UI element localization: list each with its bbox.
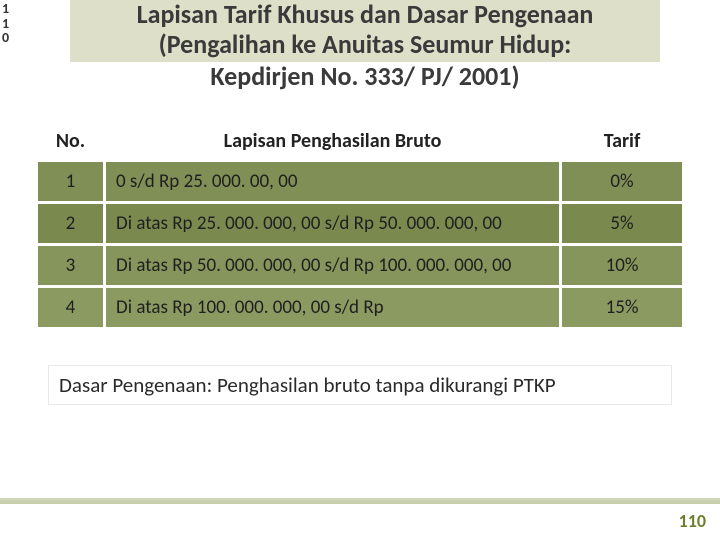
- cell-no: 3: [38, 246, 103, 285]
- cell-desc: Di atas Rp 50. 000. 000, 00 s/d Rp 100. …: [106, 246, 559, 285]
- cell-desc: 0 s/d Rp 25. 000. 00, 00: [106, 162, 559, 201]
- cell-tarif: 5%: [562, 204, 682, 243]
- cell-no: 1: [38, 162, 103, 201]
- cell-no: 2: [38, 204, 103, 243]
- cell-desc: Di atas Rp 100. 000. 000, 00 s/d Rp: [106, 288, 559, 327]
- cell-no: 4: [38, 288, 103, 327]
- cell-desc: Di atas Rp 25. 000. 000, 00 s/d Rp 50. 0…: [106, 204, 559, 243]
- table-row: 1 0 s/d Rp 25. 000. 00, 00 0%: [38, 162, 682, 201]
- title-line3: Kepdirjen No. 333/ PJ/ 2001): [70, 62, 660, 92]
- cell-tarif: 15%: [562, 288, 682, 327]
- page-number: 110: [679, 510, 706, 532]
- table-header-row: No. Lapisan Penghasilan Bruto Tarif: [38, 123, 682, 159]
- th-desc: Lapisan Penghasilan Bruto: [106, 123, 559, 159]
- footer-note: Dasar Pengenaan: Penghasilan bruto tanpa…: [48, 365, 672, 405]
- table-row: 4 Di atas Rp 100. 000. 000, 00 s/d Rp 15…: [38, 288, 682, 327]
- title-block: Lapisan Tarif Khusus dan Dasar Pengenaan…: [0, 0, 720, 92]
- title-bg: Lapisan Tarif Khusus dan Dasar Pengenaan…: [70, 0, 660, 62]
- th-tarif: Tarif: [562, 123, 682, 159]
- cell-tarif: 0%: [562, 162, 682, 201]
- tariff-table: No. Lapisan Penghasilan Bruto Tarif 1 0 …: [35, 120, 685, 330]
- title-line2: (Pengalihan ke Anuitas Seumur Hidup:: [80, 30, 650, 60]
- cell-tarif: 10%: [562, 246, 682, 285]
- bottom-rule: [0, 498, 720, 504]
- table-row: 2 Di atas Rp 25. 000. 000, 00 s/d Rp 50.…: [38, 204, 682, 243]
- tariff-table-wrap: No. Lapisan Penghasilan Bruto Tarif 1 0 …: [35, 120, 685, 330]
- table-row: 3 Di atas Rp 50. 000. 000, 00 s/d Rp 100…: [38, 246, 682, 285]
- title-line1: Lapisan Tarif Khusus dan Dasar Pengenaan: [80, 0, 650, 30]
- th-no: No.: [38, 123, 103, 159]
